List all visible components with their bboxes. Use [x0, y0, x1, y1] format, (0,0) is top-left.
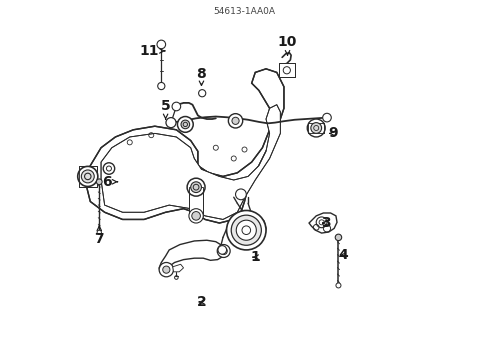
Polygon shape — [308, 213, 336, 233]
Text: 9: 9 — [327, 126, 337, 140]
Polygon shape — [159, 240, 224, 274]
Circle shape — [78, 166, 98, 186]
Circle shape — [228, 114, 242, 128]
Polygon shape — [101, 105, 280, 220]
Polygon shape — [86, 69, 284, 223]
Text: 54613-1AA0A: 54613-1AA0A — [213, 7, 275, 16]
Circle shape — [97, 230, 101, 234]
Text: 3: 3 — [320, 216, 330, 230]
Circle shape — [231, 215, 261, 245]
Circle shape — [103, 163, 115, 174]
Circle shape — [310, 123, 321, 134]
Circle shape — [158, 82, 164, 90]
Circle shape — [218, 246, 226, 254]
Text: 2: 2 — [197, 295, 206, 309]
Circle shape — [335, 234, 341, 240]
Polygon shape — [227, 214, 265, 246]
Circle shape — [81, 170, 94, 183]
Text: 4: 4 — [338, 248, 348, 262]
Circle shape — [188, 209, 203, 223]
Text: 7: 7 — [94, 226, 104, 246]
Text: 1: 1 — [250, 250, 260, 264]
Circle shape — [165, 118, 176, 128]
Text: 6: 6 — [102, 175, 117, 189]
Circle shape — [198, 90, 205, 97]
Circle shape — [335, 283, 340, 288]
Circle shape — [181, 120, 189, 129]
Circle shape — [235, 189, 246, 200]
Polygon shape — [188, 187, 203, 216]
Circle shape — [177, 117, 193, 132]
Circle shape — [172, 102, 180, 111]
Polygon shape — [278, 63, 294, 77]
Circle shape — [96, 179, 102, 185]
Circle shape — [322, 113, 330, 122]
Polygon shape — [172, 264, 183, 272]
Circle shape — [316, 217, 326, 228]
Circle shape — [220, 247, 227, 255]
Circle shape — [187, 178, 204, 196]
Text: 11: 11 — [140, 44, 164, 58]
Circle shape — [157, 40, 165, 49]
Text: 10: 10 — [277, 35, 297, 55]
Circle shape — [231, 117, 239, 125]
Circle shape — [236, 220, 256, 240]
Text: 8: 8 — [196, 67, 206, 85]
Circle shape — [226, 211, 265, 250]
Circle shape — [159, 262, 173, 277]
Polygon shape — [308, 123, 324, 134]
Circle shape — [163, 266, 169, 273]
Circle shape — [306, 119, 325, 137]
Polygon shape — [79, 166, 97, 187]
Circle shape — [191, 212, 200, 220]
Text: 5: 5 — [161, 99, 170, 119]
Circle shape — [190, 182, 201, 193]
Circle shape — [217, 244, 230, 257]
